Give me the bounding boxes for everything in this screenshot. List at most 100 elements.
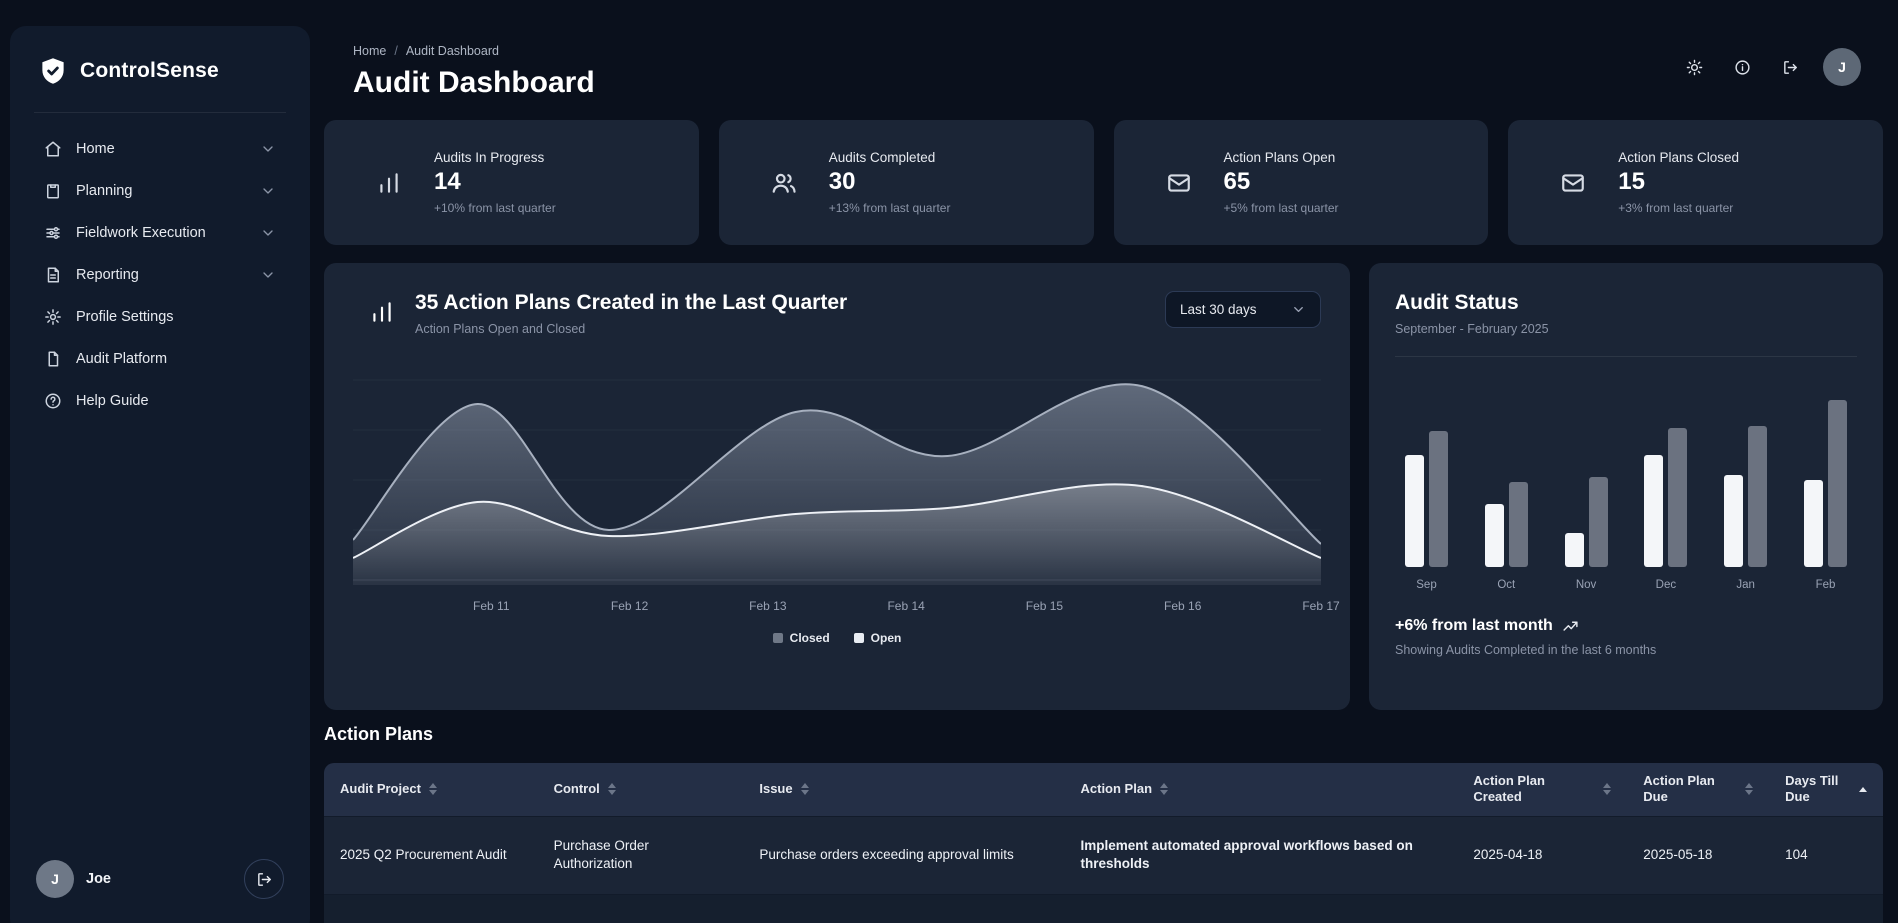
info-icon [1734, 59, 1751, 76]
chevron-down-icon [260, 225, 276, 241]
chevron-down-icon [1291, 302, 1306, 317]
column-header-days-till-due[interactable]: Days Till Due [1769, 763, 1883, 817]
theme-toggle-button[interactable] [1675, 48, 1713, 86]
legend-label: Open [870, 631, 902, 645]
trend-chart-xaxis: Feb 11 Feb 12 Feb 13 Feb 14 Feb 15 Feb 16 Feb … [353, 599, 1340, 617]
column-header-action-plan[interactable]: Action Plan [1064, 763, 1458, 817]
action-plans-title: Action Plans [324, 724, 434, 744]
legend-label: Closed [789, 631, 830, 645]
help-icon [44, 392, 62, 410]
legend-item-open: Open [853, 631, 902, 645]
x-axis-label: Feb 12 [610, 599, 649, 613]
info-button[interactable] [1723, 48, 1761, 86]
stat-text: Audits In Progress 14 +10% from last quart… [434, 150, 556, 215]
sidebar-item-label: Planning [76, 183, 133, 199]
stat-label: Audits In Progress [434, 150, 545, 165]
column-header-issue[interactable]: Issue [743, 763, 1065, 817]
stat-delta: +3% from last quarter [1618, 201, 1734, 215]
report-icon [44, 266, 62, 284]
bar-month-label: Sep [1416, 579, 1437, 591]
bar-primary [1484, 504, 1504, 567]
stat-value: 30 [828, 168, 856, 195]
table-row-partial [324, 894, 1883, 923]
home-icon [44, 140, 62, 158]
column-label: Action Plan [1080, 781, 1153, 797]
sort-icon [1603, 783, 1612, 796]
stat-label: Action Plans Closed [1618, 150, 1740, 165]
page-title: Audit Dashboard [353, 66, 595, 99]
sidebar-item-label: Fieldwork Execution [76, 225, 206, 241]
sidebar-item-profile-settings[interactable]: Profile Settings [34, 297, 286, 337]
stat-text: Action Plans Open 65 +5% from last quarter [1224, 150, 1339, 215]
cell-control: Purchase Order Authorization [537, 816, 744, 895]
stat-card-audits-completed: Audits Completed 30 +13% from last quarter [718, 120, 1094, 245]
sidebar-item-label: Audit Platform [76, 351, 168, 367]
breadcrumb-item-audit-dashboard[interactable]: Audit Dashboard [405, 44, 499, 58]
cell-created: 2025-04-18 [1457, 816, 1628, 895]
stat-text: Action Plans Closed 15 +3% from last quart… [1618, 150, 1739, 215]
cell-issue: Purchase orders exceeding approval limit… [743, 816, 1065, 895]
logout-button[interactable] [1771, 48, 1809, 86]
sidebar-item-home[interactable]: Home [34, 129, 286, 169]
action-plans-table: Audit Project Control Issue Action Plan Acti… [324, 763, 1883, 923]
trend-chart-subtitle: Action Plans Open and Closed [415, 322, 586, 336]
status-divider [1395, 356, 1857, 357]
cell-audit-project: 2025 Q2 Procurement Audit [324, 816, 538, 895]
bar-primary [1803, 480, 1823, 567]
sidebar-item-fieldwork-execution[interactable]: Fieldwork Execution [34, 213, 286, 253]
status-chart: Sep Oct Nov Dec Jan Feb [1395, 397, 1857, 591]
breadcrumb-item-home[interactable]: Home [353, 44, 387, 58]
trend-chart-plot: Feb 11 Feb 12 Feb 13 Feb 14 Feb 15 Feb 16 Feb … [353, 370, 1340, 645]
mail-icon [1166, 170, 1192, 196]
sidebar-user: J Joe [34, 853, 286, 905]
stat-label: Action Plans Open [1223, 150, 1336, 165]
x-axis-label: Feb 17 [1302, 599, 1340, 613]
charts-row: 35 Action Plans Created in the Last Quar… [324, 263, 1883, 710]
user-avatar: J [36, 860, 74, 898]
status-note: Showing Audits Completed in the last 6 m… [1395, 643, 1657, 657]
header-avatar[interactable]: J [1823, 48, 1861, 86]
bar-pair [1803, 397, 1847, 567]
table-row[interactable]: 2025 Q2 Procurement Audit Purchase Order … [324, 816, 1883, 895]
bar-group-oct: Oct [1484, 397, 1528, 591]
column-header-action-plan-created[interactable]: Action Plan Created [1457, 763, 1628, 817]
sidebar-item-reporting[interactable]: Reporting [34, 255, 286, 295]
app-name: ControlSense [80, 59, 219, 82]
chevron-down-icon [260, 183, 276, 199]
action-plans-table-grid: Audit Project Control Issue Action Plan Acti… [324, 763, 1883, 923]
stat-label: Audits Completed [828, 150, 936, 165]
date-range-select[interactable]: Last 30 days [1165, 291, 1321, 328]
trend-chart-legend: Closed Open [353, 631, 1321, 645]
bar-group-feb: Feb [1803, 397, 1847, 591]
x-axis-label: Feb 13 [749, 599, 787, 613]
stat-value: 15 [1618, 168, 1645, 195]
trend-chart-card: 35 Action Plans Created in the Last Quar… [324, 263, 1350, 710]
cell-days-till-due: 104 [1769, 816, 1883, 895]
bar-month-label: Feb [1815, 579, 1836, 591]
sidebar-item-audit-platform[interactable]: Audit Platform [34, 339, 286, 379]
bar-group-sep: Sep [1405, 397, 1448, 591]
sidebar-item-planning[interactable]: Planning [34, 171, 286, 211]
sidebar-item-help-guide[interactable]: Help Guide [34, 381, 286, 421]
chevron-down-icon [260, 267, 276, 283]
column-header-content: Action Plan [1081, 781, 1442, 797]
sidebar-logout-button[interactable] [244, 859, 284, 899]
bar-chart-icon [376, 170, 402, 196]
sort-icon [1160, 783, 1169, 796]
legend-swatch [853, 633, 864, 643]
x-axis-label: Feb 11 [473, 599, 510, 613]
column-header-content: Action Plan Due [1643, 773, 1754, 806]
legend-item-closed: Closed [772, 631, 830, 645]
column-header-audit-project[interactable]: Audit Project [324, 763, 538, 817]
bar-group-nov: Nov [1564, 397, 1608, 591]
stats-row: Audits In Progress 14 +10% from last quart… [324, 120, 1883, 245]
table-body: 2025 Q2 Procurement Audit Purchase Order … [324, 816, 1883, 923]
column-header-control[interactable]: Control [537, 763, 744, 817]
column-header-action-plan-due[interactable]: Action Plan Due [1627, 763, 1770, 817]
bar-secondary [1668, 427, 1688, 567]
sidebar-item-label: Help Guide [76, 393, 149, 409]
column-header-content: Issue [759, 781, 1048, 797]
sidebar: ControlSense Home Planning Fieldwork Execu… [10, 26, 310, 923]
mail-icon [1560, 170, 1586, 196]
